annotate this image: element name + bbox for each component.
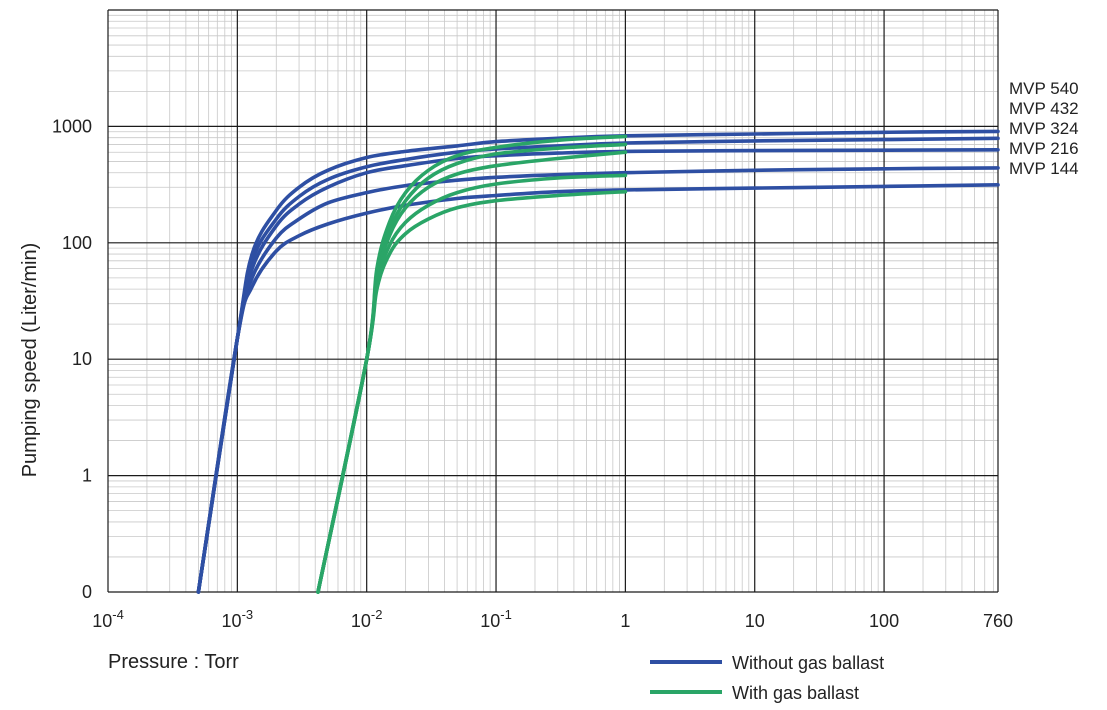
- series-line-mvp-324-without-gas-ballast: [196, 148, 1000, 594]
- series-line-mvp-216-without-gas-ballast: [196, 166, 1000, 594]
- series-label-mvp-216: MVP 216: [1009, 139, 1079, 158]
- series-label-mvp-432: MVP 432: [1009, 99, 1079, 118]
- x-tick-labels: 10-4 10-3 10-2 10-1 1 10 100 760: [92, 607, 1013, 631]
- legend-label-without: Without gas ballast: [732, 653, 884, 673]
- x-tick-label: 10-2: [351, 607, 383, 631]
- series-label-mvp-324: MVP 324: [1009, 119, 1079, 138]
- x-tick-label: 100: [869, 611, 899, 631]
- x-tick-label: 760: [983, 611, 1013, 631]
- y-axis-label: Pumping speed (Liter/min): [19, 243, 41, 478]
- x-tick-label: 1: [620, 611, 630, 631]
- series-label-mvp-144: MVP 144: [1009, 159, 1079, 178]
- x-axis-label: Pressure : Torr: [108, 651, 239, 673]
- y-tick-label: 0: [82, 582, 92, 602]
- x-tick-label: 10: [745, 611, 765, 631]
- y-tick-label: 1000: [52, 116, 92, 136]
- y-tick-labels: 0 1 10 100 1000: [52, 116, 92, 602]
- y-tick-label: 1: [82, 466, 92, 486]
- series-line-mvp-216-with-gas-ballast: [316, 173, 628, 594]
- legend: Without gas ballast With gas ballast: [650, 653, 884, 703]
- grid-major: [107, 9, 999, 593]
- series-layer: [196, 129, 1000, 594]
- series-line-mvp-432-without-gas-ballast: [196, 136, 1000, 594]
- x-tick-label: 10-3: [222, 607, 254, 631]
- y-tick-label: 100: [62, 233, 92, 253]
- series-line-mvp-144-with-gas-ballast: [316, 189, 628, 594]
- legend-label-with: With gas ballast: [732, 683, 859, 703]
- y-tick-label: 10: [72, 349, 92, 369]
- x-tick-label: 10-1: [480, 607, 512, 631]
- series-label-mvp-540: MVP 540: [1009, 79, 1079, 98]
- x-tick-label: 10-4: [92, 607, 124, 631]
